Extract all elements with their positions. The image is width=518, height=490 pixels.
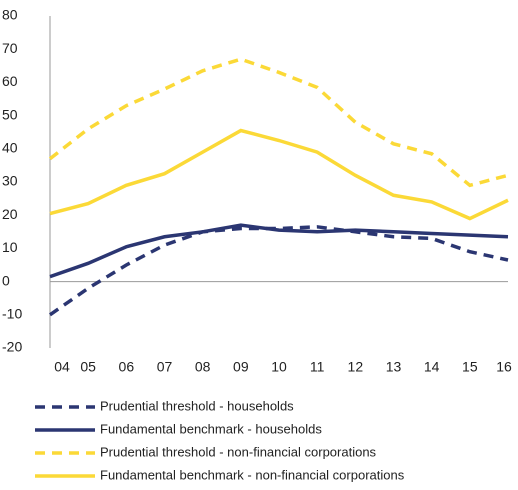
x-tick-label: 05 [80, 359, 96, 375]
x-tick-label: 07 [157, 359, 173, 375]
y-tick-label: 10 [2, 239, 18, 255]
x-tick-label: 12 [348, 359, 364, 375]
y-tick-label: 50 [2, 106, 18, 122]
x-tick-label: 09 [233, 359, 249, 375]
legend-label: Prudential threshold - non-financial cor… [100, 444, 377, 459]
x-tick-label: 11 [310, 359, 325, 375]
y-tick-label: 20 [2, 206, 18, 222]
series-line [49, 223, 509, 279]
y-tick-label: 0 [2, 272, 10, 288]
x-tick-label: 16 [496, 359, 512, 375]
y-tick-label: 80 [2, 7, 18, 23]
legend-label: Prudential threshold - households [100, 398, 294, 413]
x-tick-label: 06 [119, 359, 135, 375]
y-tick-label: -10 [2, 306, 22, 322]
x-tick-label: 13 [386, 359, 402, 375]
x-tick-label: 08 [195, 359, 211, 375]
series-line [49, 128, 509, 221]
y-tick-label: 60 [2, 73, 18, 89]
y-tick-label: 70 [2, 40, 18, 56]
series-line [48, 57, 509, 188]
x-tick-label: 14 [424, 359, 440, 375]
y-tick-label: 40 [2, 140, 18, 156]
legend-label: Fundamental benchmark - non-financial co… [100, 467, 405, 482]
y-tick-label: -20 [2, 339, 22, 355]
x-tick-label: 15 [462, 359, 478, 375]
legend: Prudential threshold - households Fundame… [35, 398, 405, 482]
x-tick-label: 04 [54, 359, 70, 375]
legend-label: Fundamental benchmark - households [100, 421, 322, 436]
x-tick-label: 10 [271, 359, 287, 375]
y-tick-label: 30 [2, 173, 18, 189]
series-line [49, 225, 509, 317]
